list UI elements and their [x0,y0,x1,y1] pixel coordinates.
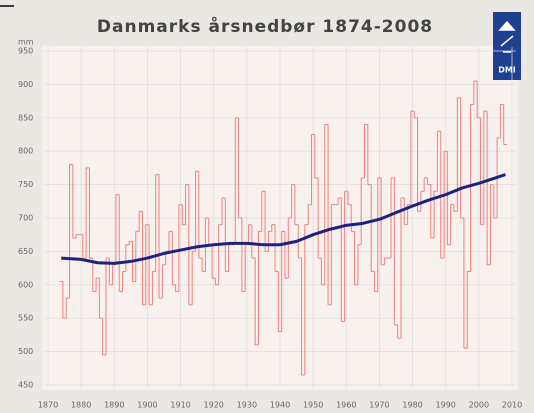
x-tick-label: 1870 [38,401,58,410]
y-tick-label: 750 [18,180,33,189]
y-tick-label: 800 [18,147,33,156]
x-tick-label: 1900 [137,401,157,410]
y-axis-label: mm [18,38,34,47]
y-tick-label: 950 [18,47,33,56]
y-tick-label: 500 [18,347,33,356]
chart-title: Danmarks årsnedbør 1874-2008 [97,15,433,37]
x-tick-label: 2000 [469,401,489,410]
x-tick-label: 1980 [402,401,422,410]
x-tick-label: 1930 [237,401,257,410]
x-tick-label: 1960 [336,401,356,410]
y-tick-label: 850 [18,113,33,122]
trend-line [61,173,506,265]
x-tick-label: 1940 [270,401,290,410]
logo: DMI [493,12,521,80]
y-tick-label: 550 [18,314,33,323]
x-tick-label: 1970 [369,401,389,410]
y-tick-label: 650 [18,247,33,256]
y-tick-label: 450 [18,381,33,390]
x-tick-label: 1880 [71,401,91,410]
y-tick-label: 900 [18,80,33,89]
x-tick-label: 2010 [502,401,522,410]
y-tick-label: 600 [18,280,33,289]
x-tick-label: 1920 [204,401,224,410]
logo-text: DMI [498,66,516,75]
x-tick-label: 1910 [170,401,190,410]
x-tick-label: 1950 [303,401,323,410]
x-tick-label: 1990 [436,401,456,410]
y-tick-label: 700 [18,214,33,223]
x-tick-label: 1890 [104,401,124,410]
logo-crown [498,20,516,53]
